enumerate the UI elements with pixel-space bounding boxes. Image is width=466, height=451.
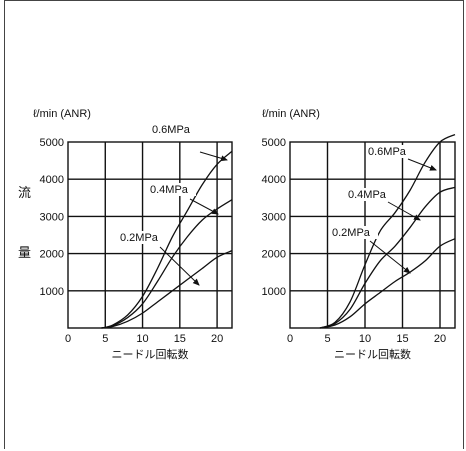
series-line <box>319 186 456 329</box>
series-label: 0.6MPa <box>368 146 407 158</box>
chart-left: 0 5 10 15 20 1000 2000 3000 4000 5000 ℓ/min (ANR) ニ… <box>33 108 233 361</box>
y-tick-label: 3000 <box>262 211 286 223</box>
series-line <box>101 250 233 329</box>
series-line <box>101 199 233 329</box>
y-tick-label: 5000 <box>262 137 286 149</box>
x-tick-label: 0 <box>287 333 293 345</box>
y-tick-label: 4000 <box>40 174 64 186</box>
series-label: 0.4MPa <box>348 189 387 201</box>
series-label: 0.2MPa <box>332 227 371 239</box>
series-label-bg <box>150 123 198 136</box>
x-tick-label: 5 <box>324 333 330 345</box>
x-tick-label: 5 <box>102 333 108 345</box>
series-leader-arrow <box>407 158 437 171</box>
series-line <box>101 150 233 329</box>
series-label-bg <box>148 183 196 196</box>
y-tick-label: 2000 <box>262 249 286 261</box>
y-tick-label: 5000 <box>40 137 64 149</box>
ylabel-char-2: 量 <box>18 246 31 261</box>
series-label-bg <box>330 226 378 239</box>
x-tick-label: 20 <box>434 333 446 345</box>
x-tick-label: 0 <box>65 333 71 345</box>
plot-border <box>289 141 456 329</box>
plot-border <box>67 141 233 329</box>
unit-label: ℓ/min (ANR) <box>33 108 91 120</box>
series-leader-arrow <box>369 240 411 274</box>
series-label: 0.2MPa <box>120 232 159 244</box>
series-label-bg <box>346 188 394 201</box>
y-tick-label: 2000 <box>40 249 64 261</box>
y-tick-label: 1000 <box>40 286 64 298</box>
ylabel-char-1: 流 <box>18 186 31 201</box>
x-tick-label: 10 <box>359 333 371 345</box>
series-label: 0.6MPa <box>152 124 191 136</box>
x-tick-label: 15 <box>396 333 408 345</box>
series-leader-arrow <box>199 151 228 162</box>
y-tick-label: 4000 <box>262 174 286 186</box>
x-tick-label: 20 <box>211 333 223 345</box>
series-label-bg <box>366 145 414 158</box>
figure-frame <box>4 0 464 449</box>
unit-label: ℓ/min (ANR) <box>262 108 320 120</box>
x-axis-label: ニードル回転数 <box>112 348 189 361</box>
series-label: 0.4MPa <box>150 184 189 196</box>
series-leader-arrow <box>189 198 219 215</box>
series-leader-arrow <box>159 246 200 286</box>
x-tick-label: 10 <box>136 333 148 345</box>
chart-right: 0 5 10 15 20 1000 2000 3000 4000 5000 ℓ/min (ANR) ニ… <box>262 108 456 361</box>
series-line <box>319 133 456 329</box>
y-tick-label: 3000 <box>40 211 64 223</box>
x-axis-label: ニードル回転数 <box>334 348 411 361</box>
series-leader-arrow <box>387 201 421 221</box>
y-tick-label: 1000 <box>262 286 286 298</box>
series-label-bg <box>118 231 166 244</box>
x-tick-label: 15 <box>174 333 186 345</box>
series-line <box>319 238 456 329</box>
